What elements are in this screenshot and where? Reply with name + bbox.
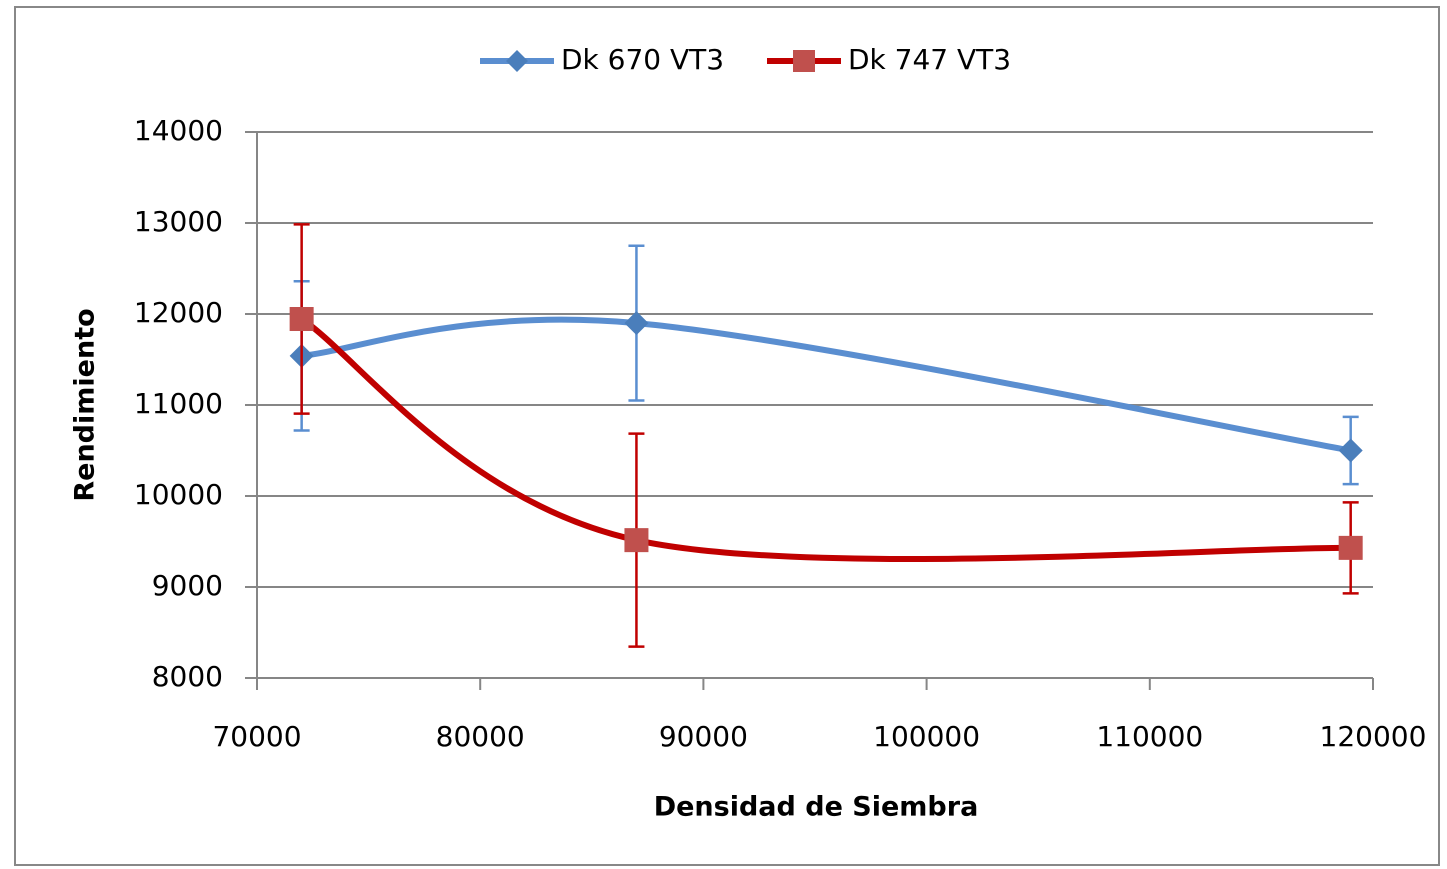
chart-frame	[14, 6, 1440, 866]
x-tick-label: 110000	[1096, 720, 1203, 753]
legend-label: Dk 670 VT3	[561, 43, 724, 76]
legend-marker	[506, 50, 528, 72]
marker	[624, 528, 649, 553]
legend-label: Dk 747 VT3	[848, 43, 1011, 76]
y-tick-label: 9000	[152, 569, 223, 602]
legend-marker	[793, 50, 815, 72]
marker	[624, 311, 649, 336]
y-axis-title: Rendimiento	[70, 308, 101, 501]
x-tick-label: 90000	[659, 720, 748, 753]
y-tick-label: 12000	[134, 296, 223, 329]
x-tick-label: 70000	[212, 720, 301, 753]
y-tick-label: 10000	[134, 478, 223, 511]
x-tick-label: 120000	[1320, 720, 1427, 753]
x-tick-label: 100000	[873, 720, 980, 753]
marker	[289, 307, 314, 332]
x-tick-label: 80000	[436, 720, 525, 753]
marker	[1338, 438, 1363, 463]
y-tick-label: 13000	[134, 205, 223, 238]
marker	[1338, 535, 1363, 560]
y-tick-label: 8000	[152, 660, 223, 693]
series-line	[301, 316, 1352, 454]
series-line	[299, 316, 1351, 562]
x-axis-title: Densidad de Siembra	[654, 792, 979, 823]
y-tick-label: 11000	[134, 387, 223, 420]
y-tick-label: 14000	[134, 114, 223, 147]
